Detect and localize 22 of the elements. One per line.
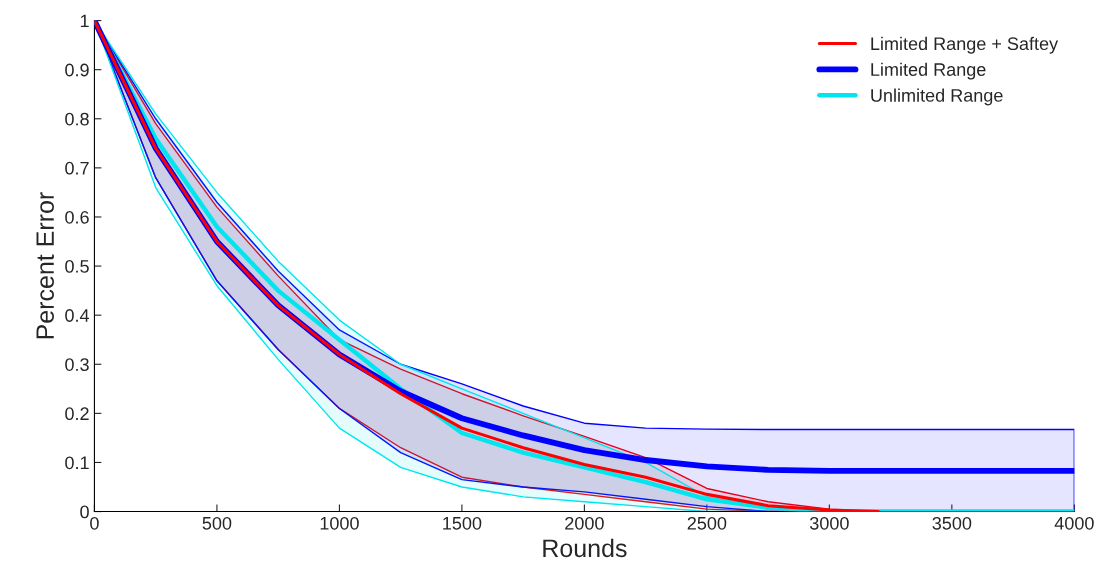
y-tick-label: 0.8 (65, 112, 89, 126)
x-tick-label: 2000 (565, 516, 604, 530)
y-tick-label: 0.2 (65, 407, 89, 421)
x-tick-label: 0 (90, 516, 99, 530)
y-tick-label: 0.6 (65, 210, 89, 224)
x-tick-label: 1500 (443, 516, 482, 530)
x-axis-title: Rounds (543, 538, 627, 558)
x-tick-label: 3000 (809, 516, 849, 530)
y-tick-label: 0.1 (65, 456, 89, 470)
x-tick-label: 3500 (932, 516, 972, 530)
y-tick-label: 0.5 (65, 260, 89, 273)
y-tick-label: 0.7 (65, 161, 89, 175)
y-tick-label: 0.9 (65, 63, 89, 77)
y-tick-label: 0 (80, 505, 89, 519)
y-axis-title: Percent Error (36, 192, 54, 339)
x-tick-label: 2500 (687, 516, 727, 530)
y-tick-label: 0.3 (65, 358, 89, 371)
x-tick-label: 500 (202, 516, 232, 530)
x-tick-label: 4000 (1054, 516, 1094, 530)
y-tick-label: 0.4 (65, 309, 90, 322)
y-tick-label: 1 (80, 14, 89, 28)
x-tick-label: 1000 (320, 516, 359, 530)
